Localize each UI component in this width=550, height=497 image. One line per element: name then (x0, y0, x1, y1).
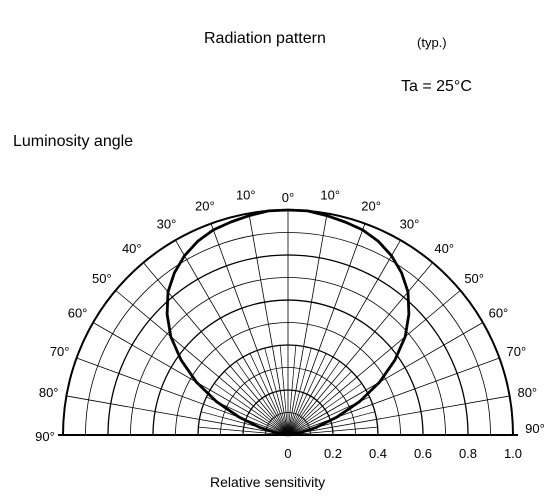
angle-tick-label: 70° (507, 344, 527, 359)
title-note: (typ.) (417, 35, 447, 50)
angle-tick-label: 80° (517, 385, 537, 400)
grid-arc (265, 412, 311, 436)
radial-tick-label: 0.2 (324, 446, 342, 461)
grid-arc (175, 322, 401, 436)
grid-arc (107, 254, 469, 436)
radial-tick-label: 0 (284, 446, 291, 461)
radial-axis-label: Relative sensitivity (210, 474, 326, 490)
grid-arc (85, 232, 491, 436)
series-curve (165, 208, 411, 437)
angle-tick-label: 0° (282, 190, 294, 205)
angle-tick-label: 30° (400, 217, 420, 232)
angle-tick-label: 70° (50, 344, 70, 359)
angle-tick-label: 50° (92, 271, 112, 286)
grid-arc (242, 389, 334, 436)
grid-arc (152, 299, 424, 436)
radial-tick-label: 0.4 (369, 446, 387, 461)
angle-tick-label: 60° (68, 306, 88, 321)
angle-tick-label: 20° (195, 199, 215, 214)
grid-arc (220, 367, 356, 436)
angle-tick-label: 80° (39, 385, 59, 400)
angle-tick-label: 10° (320, 188, 340, 203)
angle-tick-label: 90° (525, 421, 545, 436)
radial-tick-label: 0.6 (414, 446, 432, 461)
chart-title: Radiation pattern (204, 30, 326, 47)
angle-axis-label: Luminosity angle (13, 133, 134, 150)
temperature-condition: Ta = 25°C (401, 78, 472, 95)
angle-tick-label: 60° (489, 306, 509, 321)
angle-tick-label: 20° (361, 199, 381, 214)
grid-arc (130, 277, 446, 436)
angle-tick-label: 40° (122, 241, 142, 256)
angle-tick-label: 50° (464, 271, 484, 286)
radial-tick-label: 0.8 (459, 446, 477, 461)
angle-tick-label: 40° (434, 241, 454, 256)
angle-tick-label: 30° (157, 217, 177, 232)
angle-tick-label: 90° (35, 429, 55, 444)
angle-tick-label: 10° (236, 188, 256, 203)
radial-tick-label: 1.0 (504, 446, 522, 461)
